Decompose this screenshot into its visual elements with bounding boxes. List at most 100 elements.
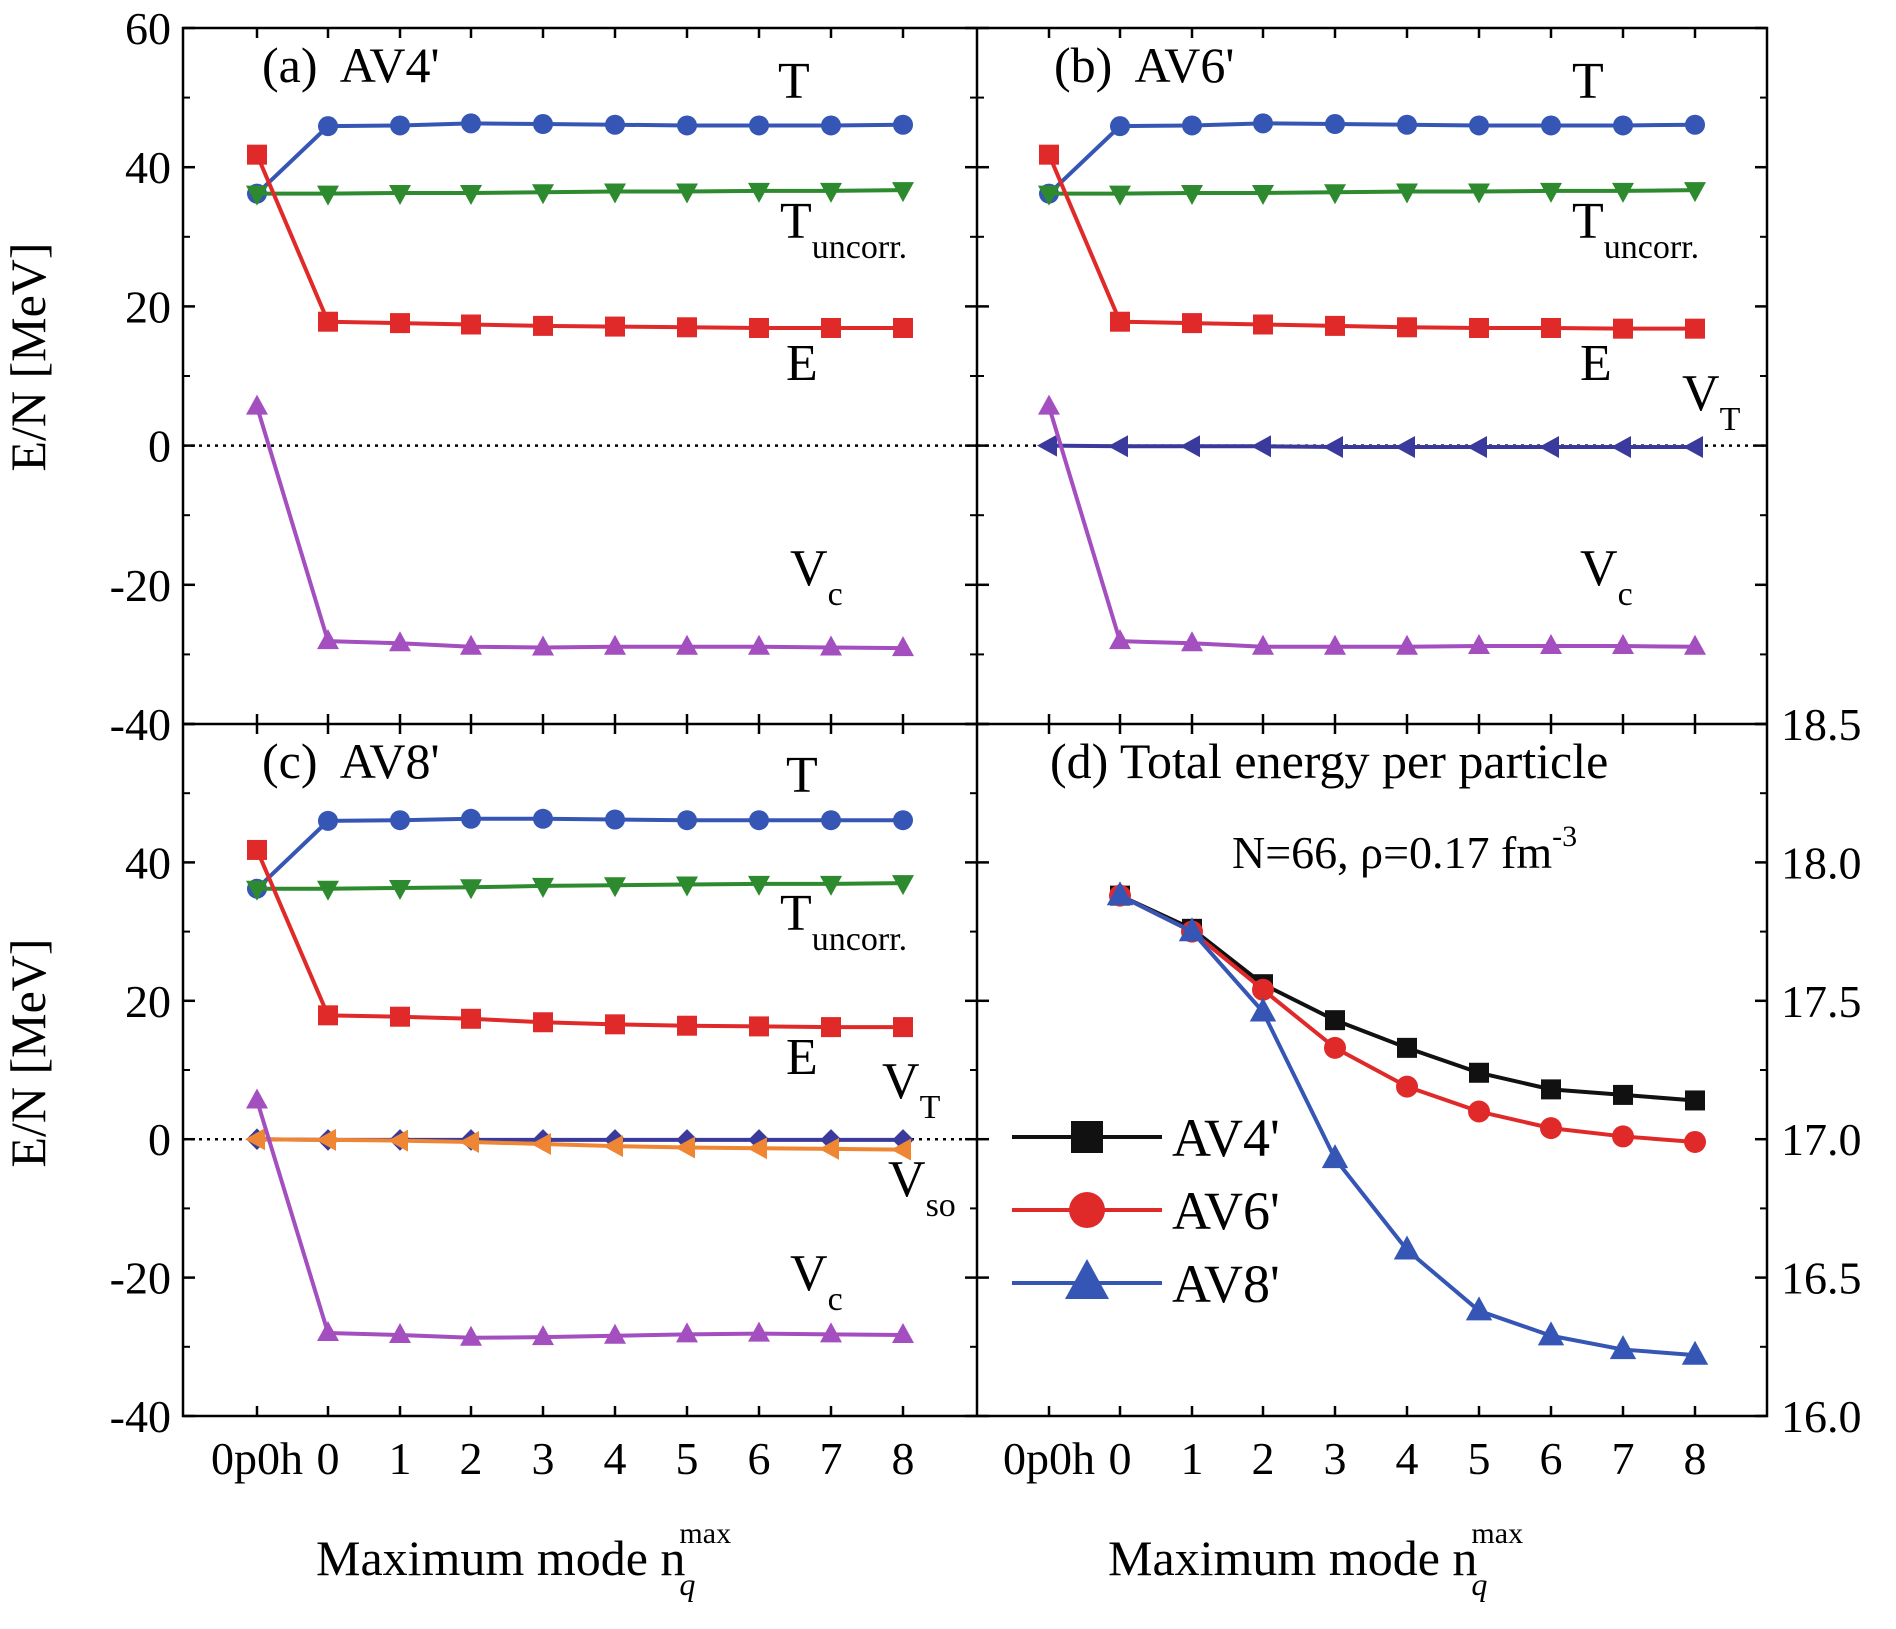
legend-label-AV6p: AV6' — [1172, 1181, 1280, 1241]
x-title-sup: max — [1471, 1517, 1523, 1550]
panel-a-E-point — [247, 144, 267, 165]
panel-c-V_so-point — [245, 1128, 265, 1151]
panel-b-E-point — [1039, 144, 1059, 165]
panel-c-x-tick-label: 5 — [676, 1433, 699, 1484]
panel-d-x-tick-label: 0p0h — [1003, 1433, 1095, 1484]
panel-a-label-T: T — [778, 53, 810, 110]
panel-c-E-point — [533, 1012, 553, 1033]
label-sub: uncorr. — [1604, 229, 1699, 266]
panel-a-T-point — [461, 113, 481, 134]
panel-c-V_so-point — [675, 1136, 695, 1159]
panel-d-y-tick-label: 18.5 — [1781, 699, 1862, 750]
panel-c-y-tick-label: 40 — [125, 837, 171, 888]
panel-a-V_c-point — [604, 634, 626, 655]
panel-c-T_uncorr-point — [820, 875, 842, 896]
panel-c-E-point — [605, 1014, 625, 1035]
panel-a-E-point — [390, 313, 410, 334]
panel-d-x-tick-label: 7 — [1612, 1433, 1635, 1484]
panel-a-T_uncorr-point — [460, 184, 482, 205]
panel-b-series-T-line — [1047, 121, 1696, 196]
panel-d-y-tick-label: 17.5 — [1781, 976, 1862, 1027]
panel-c-V_T-point — [748, 1129, 770, 1151]
panel-c-V_c-point — [317, 1320, 339, 1341]
panel-a-series-E-line — [255, 153, 903, 330]
panel-c-E-point — [749, 1016, 769, 1037]
label-main: E — [1580, 335, 1612, 392]
panel-c-y-tick-label: 20 — [125, 976, 171, 1027]
panel-c-T-point — [677, 810, 697, 831]
panel-b-E-point — [1541, 317, 1561, 338]
panel-c-label-V_T: VT — [882, 1053, 941, 1126]
panel-b-E-point — [1397, 317, 1417, 338]
panel-b-T_uncorr-point — [1684, 182, 1706, 203]
panel-a-V_c-point — [532, 635, 554, 656]
legend: AV4' AV6' AV8' — [1012, 1108, 1280, 1314]
panel-d-AV8p-point — [1178, 917, 1206, 942]
panel-b-T-point — [1397, 114, 1417, 135]
frame-layer — [181, 26, 1769, 1418]
panel-a-E-point — [821, 317, 841, 338]
panel-c-V_T-point — [820, 1129, 842, 1151]
panel-c-E-point — [247, 839, 267, 860]
panel-c-T-point — [533, 808, 553, 829]
panel-a-title: (a) AV4' — [262, 37, 440, 93]
label-sub: c — [828, 576, 843, 613]
label-sub: c — [828, 1281, 843, 1318]
panel-b-T-point — [1253, 113, 1273, 134]
panel-b-T-point — [1685, 114, 1705, 135]
panel-b-T_uncorr-point — [1038, 185, 1060, 206]
panel-a-T_uncorr-point — [246, 185, 268, 206]
panel-c-x-tick-label: 7 — [820, 1433, 843, 1484]
panel-a-series-T-line — [255, 121, 904, 196]
x-axis-title-left: Maximum mode nq max — [316, 1517, 731, 1602]
panel-d-AV4p-point — [1325, 1010, 1345, 1031]
label-main: T — [1572, 53, 1604, 110]
panel-b-V_T-point — [1251, 435, 1271, 458]
panel-c-T-point — [318, 810, 338, 831]
panel-c-series-V_c-line — [255, 1099, 904, 1340]
x-title-main: Maximum mode n — [1108, 1530, 1477, 1586]
panel-b-V_c-point — [1109, 629, 1131, 650]
panel-d-y-tick-label: 18.0 — [1781, 837, 1862, 888]
panel-b-T_uncorr-point — [1396, 183, 1418, 204]
panel-c-V_so-point — [316, 1128, 336, 1151]
panel-c-V_c-point — [748, 1321, 770, 1342]
panel-c-T_uncorr-point — [604, 877, 626, 898]
panel-c-T-point — [390, 810, 410, 831]
panel-d-x-tick-label: 1 — [1181, 1433, 1204, 1484]
panel-a-T_uncorr-point — [389, 184, 411, 205]
panel-c-series-T-line — [255, 816, 903, 891]
panel-a-E-point — [677, 317, 697, 338]
text-layer: E/N [MeV] E/N [MeV] (a) AV4' (b) AV6' (c… — [0, 3, 1862, 1602]
panel-c-series-T_uncorr-line — [257, 881, 904, 891]
panel-d-x-tick-label: 6 — [1540, 1433, 1563, 1484]
panel-d-AV6p-point — [1684, 1130, 1706, 1153]
legend-marker-AV4p — [1071, 1121, 1103, 1153]
panel-c-V_c-point — [676, 1322, 698, 1343]
panel-d-x-tick-label: 3 — [1324, 1433, 1347, 1484]
panel-b-title: (b) AV6' — [1054, 37, 1234, 93]
panel-a-V_c-point — [892, 636, 914, 657]
panel-a-V_c-point — [389, 631, 411, 652]
panel-a-V_c-point — [460, 634, 482, 655]
panel-c-y-tick-label: -20 — [110, 1253, 171, 1304]
panel-a-y-tick-label: 0 — [148, 421, 171, 472]
panel-b-V_c-point — [1324, 634, 1346, 655]
panel-d-title: (d) Total energy per particle — [1050, 733, 1608, 789]
panel-c-x-tick-label: 8 — [892, 1433, 915, 1484]
panel-a-V_c-point — [820, 635, 842, 656]
panel-d-AV4p-point — [1469, 1062, 1489, 1083]
label-sub: T — [920, 1089, 941, 1126]
panel-c-label-T_uncorr: Tuncorr. — [780, 885, 907, 958]
label-main: V — [790, 540, 828, 597]
panel-a-T_uncorr-point — [604, 183, 626, 204]
panel-a-V_c-point — [676, 634, 698, 655]
panel-c-T-point — [821, 810, 841, 831]
panel-c-V_so-point — [747, 1137, 767, 1160]
panel-b-V_T-point — [1395, 435, 1415, 458]
panel-d-y-tick-label: 16.5 — [1781, 1253, 1862, 1304]
panel-c-E-point — [461, 1008, 481, 1029]
panel-a-T-point — [390, 115, 410, 136]
panel-d-series-AV6p-line — [1119, 893, 1696, 1144]
panel-c-E-point — [677, 1015, 697, 1036]
